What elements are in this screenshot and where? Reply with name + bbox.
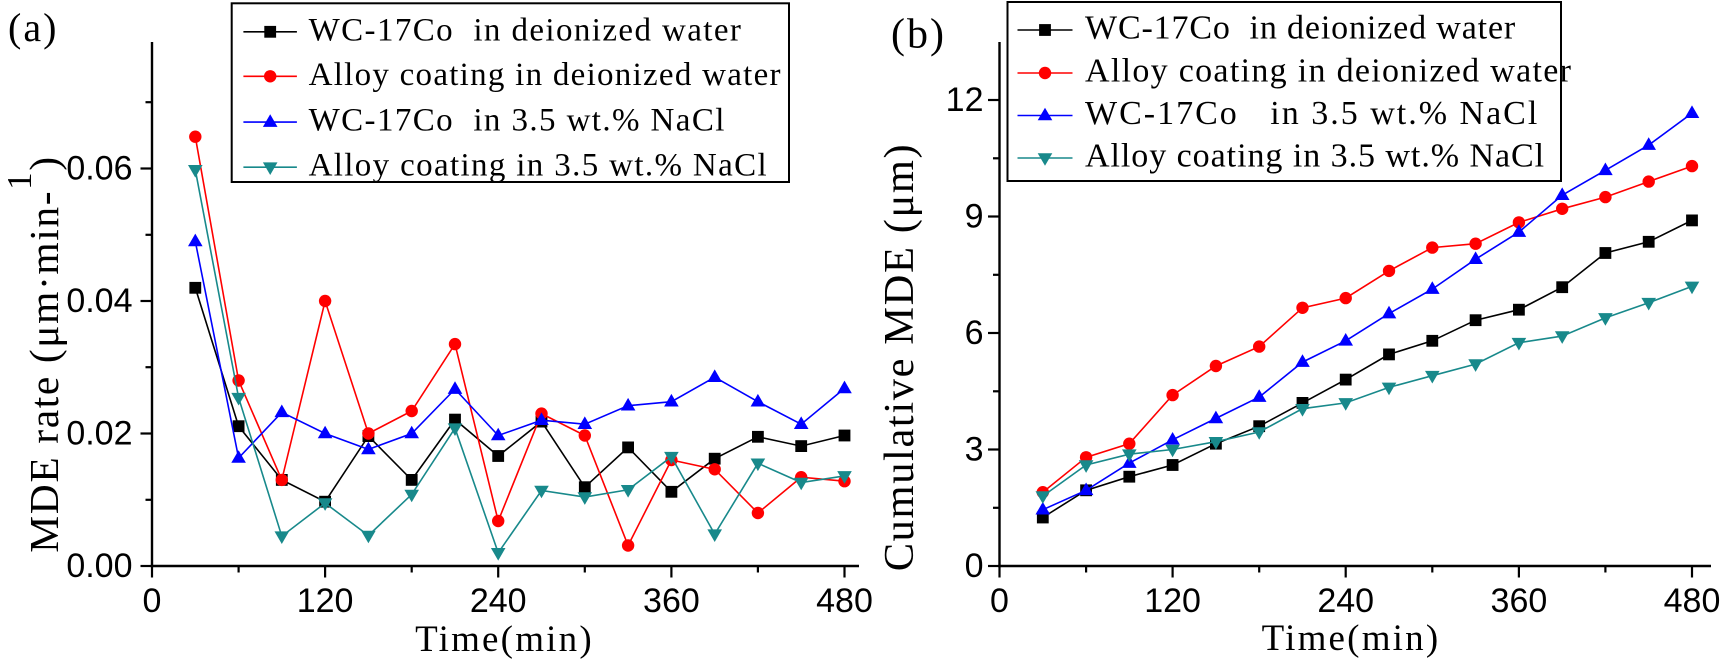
svg-text:Alloy coating in 3.5 wt.% NaCl: Alloy coating in 3.5 wt.% NaCl — [1085, 138, 1545, 175]
svg-text:Cumulative MDE (μm): Cumulative MDE (μm) — [876, 143, 923, 572]
svg-text:480: 480 — [816, 582, 873, 620]
svg-text:480: 480 — [1664, 582, 1720, 620]
svg-text:0: 0 — [965, 547, 984, 585]
svg-text:Time(min): Time(min) — [415, 619, 594, 660]
svg-text:Alloy coating in deionized wat: Alloy coating in deionized water — [1085, 53, 1572, 90]
svg-text:6: 6 — [965, 314, 984, 352]
svg-text:9: 9 — [965, 198, 984, 236]
svg-text:WC-17Co in 3.5 wt.% NaCl: WC-17Co in 3.5 wt.% NaCl — [1085, 95, 1539, 132]
svg-text:360: 360 — [643, 582, 700, 620]
svg-text:0.06: 0.06 — [66, 150, 132, 188]
svg-text:0.04: 0.04 — [66, 282, 132, 320]
svg-text:0.00: 0.00 — [66, 547, 132, 585]
svg-text:120: 120 — [297, 582, 354, 620]
svg-text:(a): (a) — [8, 5, 58, 50]
svg-text:Alloy coating in 3.5 wt.% NaCl: Alloy coating in 3.5 wt.% NaCl — [309, 148, 768, 184]
svg-text:360: 360 — [1491, 582, 1548, 620]
svg-text:240: 240 — [1317, 582, 1374, 620]
svg-text:Time(min): Time(min) — [1262, 618, 1441, 659]
svg-text:0: 0 — [143, 582, 162, 620]
svg-text:240: 240 — [470, 582, 527, 620]
svg-text:(b): (b) — [891, 12, 946, 58]
svg-text:3: 3 — [965, 431, 984, 469]
svg-text:WC-17Co in deionized water: WC-17Co in deionized water — [1085, 10, 1516, 47]
svg-text:12: 12 — [946, 81, 984, 119]
svg-text:WC-17Co in 3.5 wt.% NaCl: WC-17Co in 3.5 wt.% NaCl — [309, 103, 726, 139]
svg-text:0.02: 0.02 — [66, 415, 132, 453]
svg-text:Alloy coating in deionized wat: Alloy coating in deionized water — [309, 57, 782, 93]
svg-text:120: 120 — [1144, 582, 1201, 620]
svg-text:WC-17Co in deionized water: WC-17Co in deionized water — [309, 12, 743, 48]
svg-text:0: 0 — [990, 582, 1009, 620]
